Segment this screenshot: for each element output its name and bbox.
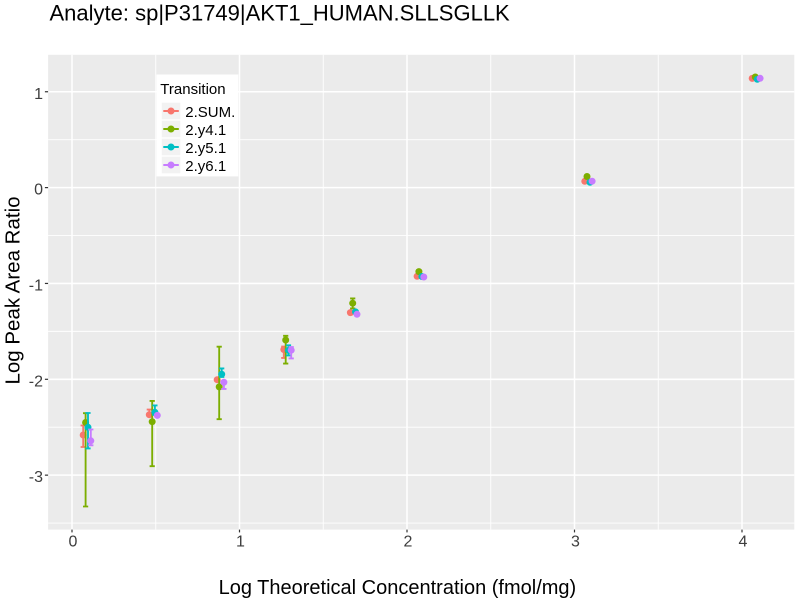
svg-text:1: 1 bbox=[236, 534, 245, 551]
svg-text:2.y5.1: 2.y5.1 bbox=[185, 140, 226, 157]
svg-text:-1: -1 bbox=[29, 277, 43, 294]
svg-text:2.y4.1: 2.y4.1 bbox=[185, 122, 226, 139]
svg-text:4: 4 bbox=[739, 534, 748, 551]
svg-text:2: 2 bbox=[404, 534, 413, 551]
svg-text:Analyte: sp|P31749|AKT1_HUMAN.: Analyte: sp|P31749|AKT1_HUMAN.SLLSGLLK bbox=[50, 1, 511, 26]
svg-text:3: 3 bbox=[571, 534, 580, 551]
svg-text:0: 0 bbox=[34, 182, 43, 199]
svg-text:Log Theoretical Concentration: Log Theoretical Concentration (fmol/mg) bbox=[219, 577, 577, 599]
svg-text:-3: -3 bbox=[29, 469, 43, 486]
svg-text:1: 1 bbox=[34, 86, 43, 103]
svg-text:Transition: Transition bbox=[160, 81, 225, 98]
svg-text:2.SUM.: 2.SUM. bbox=[185, 104, 235, 121]
svg-text:2.y6.1: 2.y6.1 bbox=[185, 158, 226, 175]
svg-text:Log Peak Area Ratio: Log Peak Area Ratio bbox=[2, 196, 25, 384]
svg-text:0: 0 bbox=[69, 534, 78, 551]
svg-text:-2: -2 bbox=[29, 373, 43, 390]
